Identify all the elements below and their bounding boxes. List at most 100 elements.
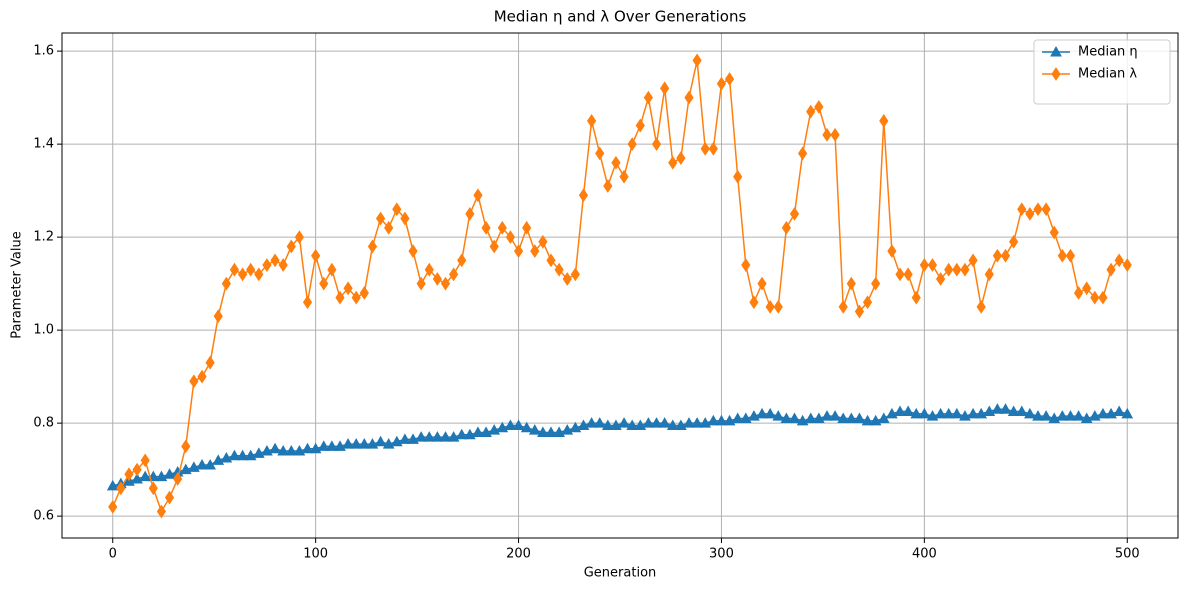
marker [212,454,225,465]
marker [1097,407,1109,419]
marker [700,141,710,156]
marker [611,155,621,170]
marker [749,295,759,310]
marker [155,470,168,482]
marker [756,407,768,419]
marker [124,467,134,482]
marker [399,433,411,444]
marker [887,244,897,258]
marker [798,146,808,161]
marker [853,412,866,423]
marker [741,258,751,272]
marker [489,239,499,254]
x-tick-label: 300 [709,547,734,562]
marker [302,295,313,310]
marker [334,440,346,451]
marker [317,440,330,451]
chart-title: Median η and λ Over Generations [494,8,747,26]
marker [350,438,363,449]
marker [733,169,743,184]
marker [286,239,296,254]
marker [277,445,290,456]
marker [561,424,574,435]
marker [116,481,126,496]
marker [578,188,589,203]
marker [1065,248,1076,263]
marker [1000,248,1011,263]
legend-marker [1050,45,1062,57]
marker [139,470,152,482]
marker [181,439,191,454]
marker [796,414,809,426]
marker [351,290,361,305]
marker [504,419,517,430]
marker [619,169,629,184]
marker [660,81,670,96]
marker [992,248,1003,263]
marker [724,72,735,86]
marker [1072,410,1085,421]
legend-marker [1051,67,1061,81]
marker [967,407,979,419]
marker [650,417,663,428]
marker [821,410,833,421]
marker [813,412,825,423]
marker [692,53,702,68]
marker [278,258,288,272]
marker [959,410,971,421]
marker [326,440,338,451]
marker [838,299,848,314]
marker [520,421,533,433]
marker [829,410,841,421]
marker [927,258,938,272]
marker [522,220,532,235]
marker [455,428,468,440]
marker [164,490,175,505]
marker [854,304,865,319]
marker [505,230,516,245]
marker [765,299,775,314]
marker [862,295,873,310]
marker [1024,407,1036,419]
marker [845,412,858,423]
marker [390,435,403,447]
marker [869,414,882,426]
marker [384,220,394,235]
y-tick-label: 1.4 [33,137,54,152]
marker [1049,225,1059,240]
marker [723,414,736,426]
x-tick-label: 0 [109,547,117,562]
marker [382,438,395,449]
marker [205,355,215,370]
marker [439,431,452,442]
marker [879,113,889,128]
marker [585,417,598,428]
y-tick-label: 0.8 [33,416,54,431]
marker [894,405,906,417]
plot-frame [61,32,1179,539]
marker [846,276,856,291]
marker [1082,281,1092,296]
marker [244,449,257,461]
marker [1025,206,1035,221]
marker [570,267,580,282]
marker [432,272,442,286]
marker [173,472,183,486]
marker [739,412,752,423]
marker [830,127,840,142]
marker [952,262,962,277]
marker [457,253,467,268]
marker [764,407,777,419]
marker [228,449,241,461]
marker [975,407,988,419]
marker [562,272,572,286]
marker [748,410,760,421]
marker [1114,253,1124,268]
marker [668,155,678,170]
marker [603,179,613,193]
x-tick-label: 500 [1115,547,1140,562]
marker [546,253,556,268]
marker [221,276,231,291]
marker [1040,410,1052,421]
marker [569,421,582,433]
